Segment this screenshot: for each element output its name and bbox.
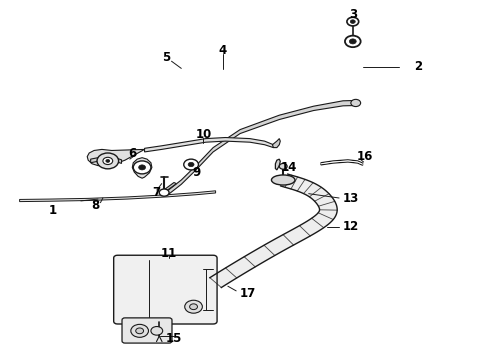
Circle shape <box>151 327 163 335</box>
Polygon shape <box>321 160 363 165</box>
Text: 17: 17 <box>240 287 256 300</box>
Polygon shape <box>167 100 357 196</box>
Ellipse shape <box>271 175 295 185</box>
Circle shape <box>184 159 198 170</box>
Circle shape <box>97 153 119 169</box>
Text: 8: 8 <box>92 199 99 212</box>
Text: 10: 10 <box>195 129 212 141</box>
Circle shape <box>185 300 202 313</box>
Text: 11: 11 <box>161 247 177 260</box>
Circle shape <box>350 20 355 23</box>
Polygon shape <box>87 149 145 166</box>
Circle shape <box>351 99 361 107</box>
Text: 3: 3 <box>349 8 357 21</box>
Circle shape <box>131 324 148 337</box>
Text: 6: 6 <box>128 147 136 159</box>
Polygon shape <box>145 138 273 152</box>
Polygon shape <box>20 191 216 202</box>
Polygon shape <box>164 183 176 192</box>
Circle shape <box>345 36 361 47</box>
Polygon shape <box>210 174 337 288</box>
Polygon shape <box>275 159 280 170</box>
Circle shape <box>279 163 287 169</box>
Text: 2: 2 <box>414 60 422 73</box>
Circle shape <box>136 328 144 334</box>
Circle shape <box>188 162 194 167</box>
Circle shape <box>106 159 110 162</box>
Circle shape <box>159 189 169 196</box>
Circle shape <box>349 39 356 44</box>
Polygon shape <box>272 139 280 148</box>
Polygon shape <box>132 158 152 178</box>
Text: 4: 4 <box>219 44 227 57</box>
FancyBboxPatch shape <box>122 318 172 343</box>
Text: 5: 5 <box>163 51 171 64</box>
Polygon shape <box>91 157 122 163</box>
Circle shape <box>103 157 113 165</box>
Circle shape <box>139 165 146 170</box>
Text: 1: 1 <box>48 204 56 217</box>
Text: 16: 16 <box>357 150 373 163</box>
Circle shape <box>347 17 359 26</box>
Text: 13: 13 <box>343 192 359 204</box>
Text: 12: 12 <box>343 220 359 233</box>
FancyBboxPatch shape <box>114 255 217 324</box>
Circle shape <box>190 304 197 310</box>
Text: 7: 7 <box>153 186 161 199</box>
Text: 14: 14 <box>281 161 297 174</box>
Text: 15: 15 <box>166 332 182 345</box>
Circle shape <box>133 161 151 174</box>
Text: 9: 9 <box>192 166 200 179</box>
